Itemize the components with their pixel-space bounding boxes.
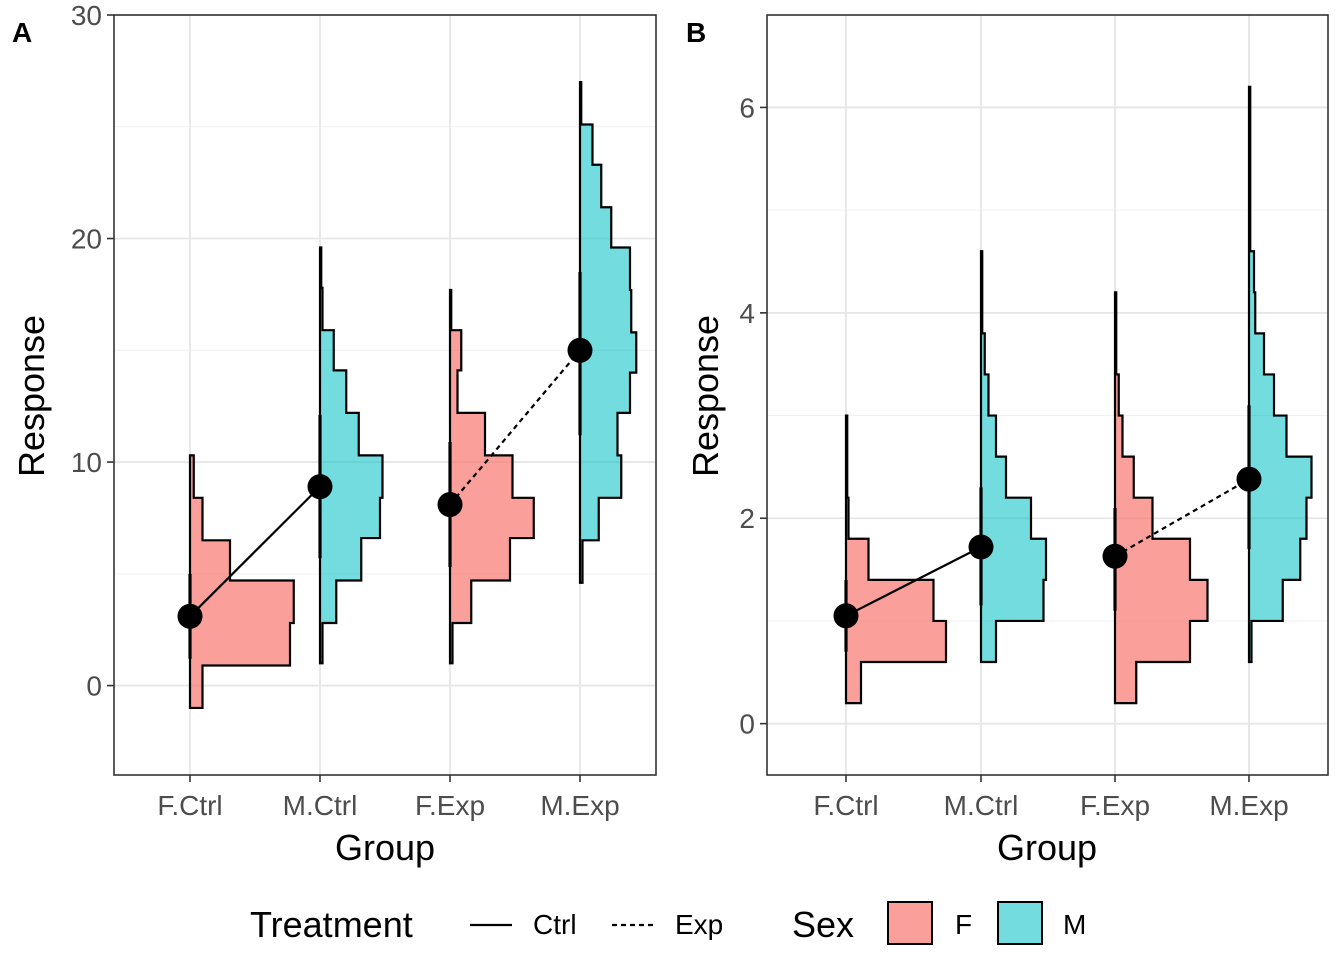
panel-a-mean-line-ctrl: [189, 485, 321, 618]
panel-a-plot-area: 0 10 20 30 F.Ctrl M.Ctrl F.Exp M.Exp: [71, 0, 657, 821]
legend-sex-title: Sex: [792, 904, 854, 945]
panel-b-y-tick-label: 4: [739, 298, 755, 329]
panel-a-y-tick-label: 30: [71, 0, 102, 31]
panel-a: 0 10 20 30 F.Ctrl M.Ctrl F.Exp M.Exp A Response…: [11, 0, 657, 868]
panel-b-mean-line-ctrl: [845, 546, 982, 617]
panel-b-x-axis-label: Group: [997, 827, 1097, 868]
legend-m-swatch: [997, 901, 1043, 945]
legend-f-label: F: [955, 909, 972, 940]
panel-a-mean-point-m-ctrl: [307, 474, 333, 500]
panel-b-y-tick-label: 2: [739, 503, 755, 534]
panel-a-x-tick-label: F.Ctrl: [157, 790, 222, 821]
panel-a-x-axis-label: Group: [335, 827, 435, 868]
panel-a-mean-line-exp: [449, 349, 581, 506]
panel-b-y-tick-label: 6: [739, 92, 755, 123]
panel-b-y-axis-label: Response: [685, 315, 726, 477]
panel-b-panel-border: [766, 14, 1329, 776]
legend: Treatment Ctrl Exp Sex F M: [250, 901, 1086, 945]
legend-ctrl-label: Ctrl: [533, 909, 577, 940]
panel-b-mean-point-m-ctrl: [968, 534, 994, 560]
panel-b-mean-line-exp: [1114, 478, 1250, 558]
panel-a-x-tick-label: F.Exp: [415, 790, 485, 821]
panel-b-f-ctrl-histogram: [844, 414, 948, 705]
panel-b-m-ctrl-histogram: [979, 250, 1048, 664]
panel-a-mean-point-f-ctrl: [177, 603, 203, 629]
panel-a-tag: A: [12, 17, 32, 48]
panel-b-plot-area: 0 2 4 6 F.Ctrl M.Ctrl F.Exp M.Exp: [739, 14, 1329, 821]
panel-a-f-ctrl-histogram: [188, 454, 295, 710]
panel-a-panel-border: [113, 14, 657, 776]
panel-b-tag: B: [686, 17, 706, 48]
panel-b-f-exp-histogram: [1113, 291, 1209, 705]
panel-b-m-exp-histogram: [1247, 85, 1313, 664]
legend-treatment-title: Treatment: [250, 904, 413, 945]
panel-b-x-tick-label: F.Ctrl: [813, 790, 878, 821]
panel-a-x-tick-label: M.Ctrl: [283, 790, 358, 821]
panel-a-f-exp-histogram: [448, 288, 535, 665]
legend-m-label: M: [1063, 909, 1086, 940]
panel-b-x-tick-label: F.Exp: [1080, 790, 1150, 821]
panel-a-m-ctrl-histogram: [318, 246, 384, 665]
panel-a-y-axis-label: Response: [11, 315, 52, 477]
legend-exp-label: Exp: [675, 909, 723, 940]
panel-a-mean-point-m-exp: [567, 337, 593, 363]
panel-b: 0 2 4 6 F.Ctrl M.Ctrl F.Exp M.Exp B Response Gr…: [685, 14, 1329, 868]
panel-a-m-exp-histogram: [578, 80, 638, 584]
panel-a-y-tick-label: 20: [71, 224, 102, 255]
panel-a-mean-point-f-exp: [437, 492, 463, 518]
panel-a-y-tick-label: 0: [86, 671, 102, 702]
panel-b-mean-point-f-exp: [1102, 543, 1128, 569]
panel-b-mean-point-f-ctrl: [833, 603, 859, 629]
panel-b-y-tick-label: 0: [739, 709, 755, 740]
panel-a-x-tick-label: M.Exp: [540, 790, 619, 821]
panel-a-y-tick-label: 10: [71, 447, 102, 478]
panel-b-x-tick-label: M.Ctrl: [944, 790, 1019, 821]
panel-b-mean-point-m-exp: [1236, 466, 1262, 492]
legend-f-swatch: [887, 901, 933, 945]
panel-b-x-tick-label: M.Exp: [1209, 790, 1288, 821]
